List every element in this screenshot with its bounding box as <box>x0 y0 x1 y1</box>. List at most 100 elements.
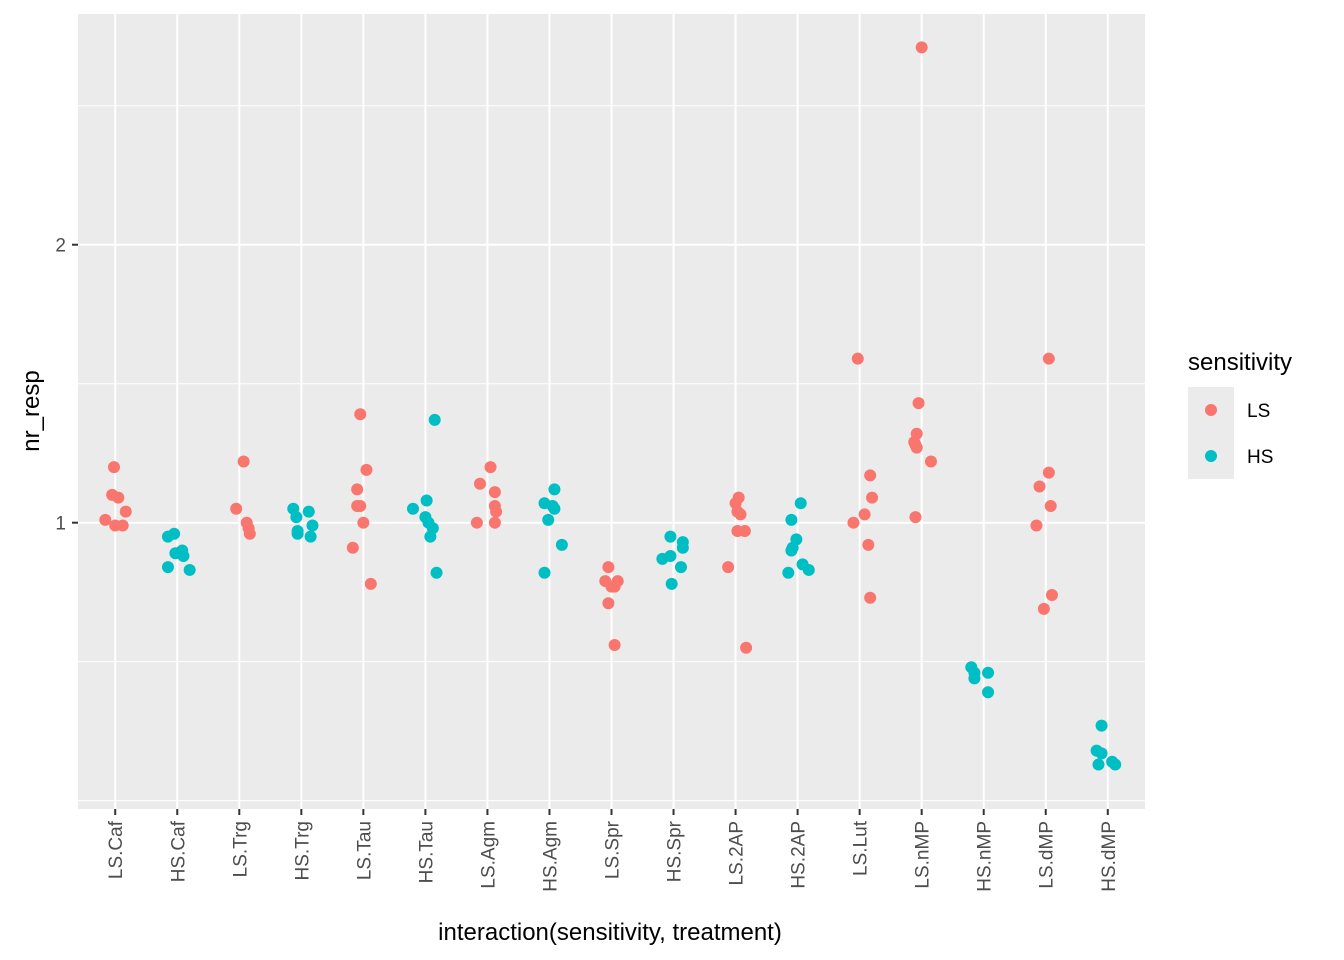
data-point-hs <box>548 483 561 496</box>
data-point-ls <box>734 508 747 521</box>
x-tick-label: HS.2AP <box>789 821 810 889</box>
data-point-ls <box>611 575 624 588</box>
x-tick-label: LS.2AP <box>727 821 748 885</box>
data-point-hs <box>664 530 677 543</box>
y-tick-label: 2 <box>55 236 66 257</box>
data-point-ls <box>1033 480 1046 493</box>
x-tick-label: LS.Spr <box>603 820 624 879</box>
data-point-hs <box>1109 758 1122 771</box>
legend-title: sensitivity <box>1188 349 1292 376</box>
data-point-ls <box>1042 352 1055 365</box>
data-point-hs <box>782 566 795 579</box>
x-tick-label: LS.Agm <box>478 821 499 889</box>
data-point-ls <box>237 455 250 468</box>
data-point-hs <box>306 519 319 532</box>
data-point-hs <box>802 563 815 576</box>
data-point-ls <box>909 511 922 524</box>
x-tick-label: HS.Tau <box>416 821 437 883</box>
data-point-ls <box>915 41 928 54</box>
data-point-ls <box>722 561 735 574</box>
data-point-hs <box>968 672 981 685</box>
x-tick-label: HS.Trg <box>292 821 313 880</box>
data-point-ls <box>473 477 486 490</box>
data-point-ls <box>354 500 367 513</box>
data-point-hs <box>785 513 798 526</box>
x-tick-label: LS.dMP <box>1037 821 1058 889</box>
data-point-hs <box>555 538 568 551</box>
legend-key-ls <box>1205 404 1217 416</box>
x-tick-label: HS.Caf <box>168 820 189 882</box>
data-point-hs <box>542 513 555 526</box>
data-point-hs <box>424 530 437 543</box>
data-point-hs <box>548 502 561 515</box>
data-point-ls <box>864 469 877 482</box>
data-point-ls <box>851 352 864 365</box>
x-tick-label: LS.Caf <box>106 820 127 879</box>
data-point-hs <box>982 686 995 699</box>
legend-label-ls: LS <box>1247 401 1270 422</box>
data-point-hs <box>290 511 303 524</box>
data-point-hs <box>304 530 317 543</box>
data-point-ls <box>912 397 925 410</box>
legend: sensitivity LS HS <box>1188 349 1292 479</box>
x-tick-label: LS.Tau <box>354 821 375 880</box>
x-axis: LS.Caf HS.Caf LS.Trg HS.Trg LS.Tau HS.Tau LS.A… <box>106 809 1120 892</box>
data-point-hs <box>291 527 304 540</box>
data-point-hs <box>168 527 181 540</box>
data-point-ls <box>862 538 875 551</box>
data-point-hs <box>538 566 551 579</box>
data-point-hs <box>676 541 689 554</box>
data-point-ls <box>116 519 129 532</box>
data-point-ls <box>602 561 615 574</box>
legend-label-hs: HS <box>1247 447 1273 468</box>
data-point-ls <box>732 491 745 504</box>
data-point-ls <box>910 427 923 440</box>
data-point-hs <box>665 577 678 590</box>
data-point-ls <box>484 461 497 474</box>
y-axis-title: nr_resp <box>18 370 45 451</box>
data-point-ls <box>909 438 922 451</box>
x-tick-label: LS.Trg <box>230 821 251 877</box>
data-point-ls <box>608 638 621 651</box>
data-point-ls <box>364 577 377 590</box>
x-tick-label: LS.Lut <box>851 820 872 876</box>
data-point-ls <box>119 505 132 518</box>
x-tick-label: HS.dMP <box>1099 821 1120 892</box>
data-point-ls <box>866 491 879 504</box>
data-point-hs <box>664 550 677 563</box>
data-point-hs <box>302 505 315 518</box>
x-tick-label: HS.nMP <box>975 821 996 892</box>
data-point-ls <box>99 513 112 526</box>
data-point-ls <box>1045 588 1058 601</box>
data-point-hs <box>1092 758 1105 771</box>
data-point-hs <box>794 497 807 510</box>
data-point-hs <box>183 563 196 576</box>
data-point-ls <box>740 641 753 654</box>
data-point-hs <box>982 666 995 679</box>
data-point-ls <box>602 597 615 610</box>
data-point-hs <box>428 413 441 426</box>
data-point-hs <box>674 561 687 574</box>
data-point-ls <box>1037 602 1050 615</box>
y-axis: 12 <box>55 236 78 535</box>
data-point-ls <box>847 516 860 529</box>
data-point-ls <box>1030 519 1043 532</box>
data-point-ls <box>354 408 367 421</box>
data-point-ls <box>488 516 501 529</box>
data-point-hs <box>1095 747 1108 760</box>
data-point-ls <box>243 527 256 540</box>
data-points <box>99 41 1122 771</box>
data-point-ls <box>924 455 937 468</box>
data-point-hs <box>177 550 190 563</box>
data-point-ls <box>490 505 503 518</box>
data-point-ls <box>107 461 120 474</box>
x-tick-label: HS.Spr <box>665 820 686 882</box>
data-point-hs <box>406 502 419 515</box>
x-tick-label: HS.Agm <box>540 821 561 892</box>
data-point-ls <box>357 516 370 529</box>
data-point-ls <box>470 516 483 529</box>
data-point-ls <box>351 483 364 496</box>
data-point-hs <box>430 566 443 579</box>
data-point-ls <box>858 508 871 521</box>
